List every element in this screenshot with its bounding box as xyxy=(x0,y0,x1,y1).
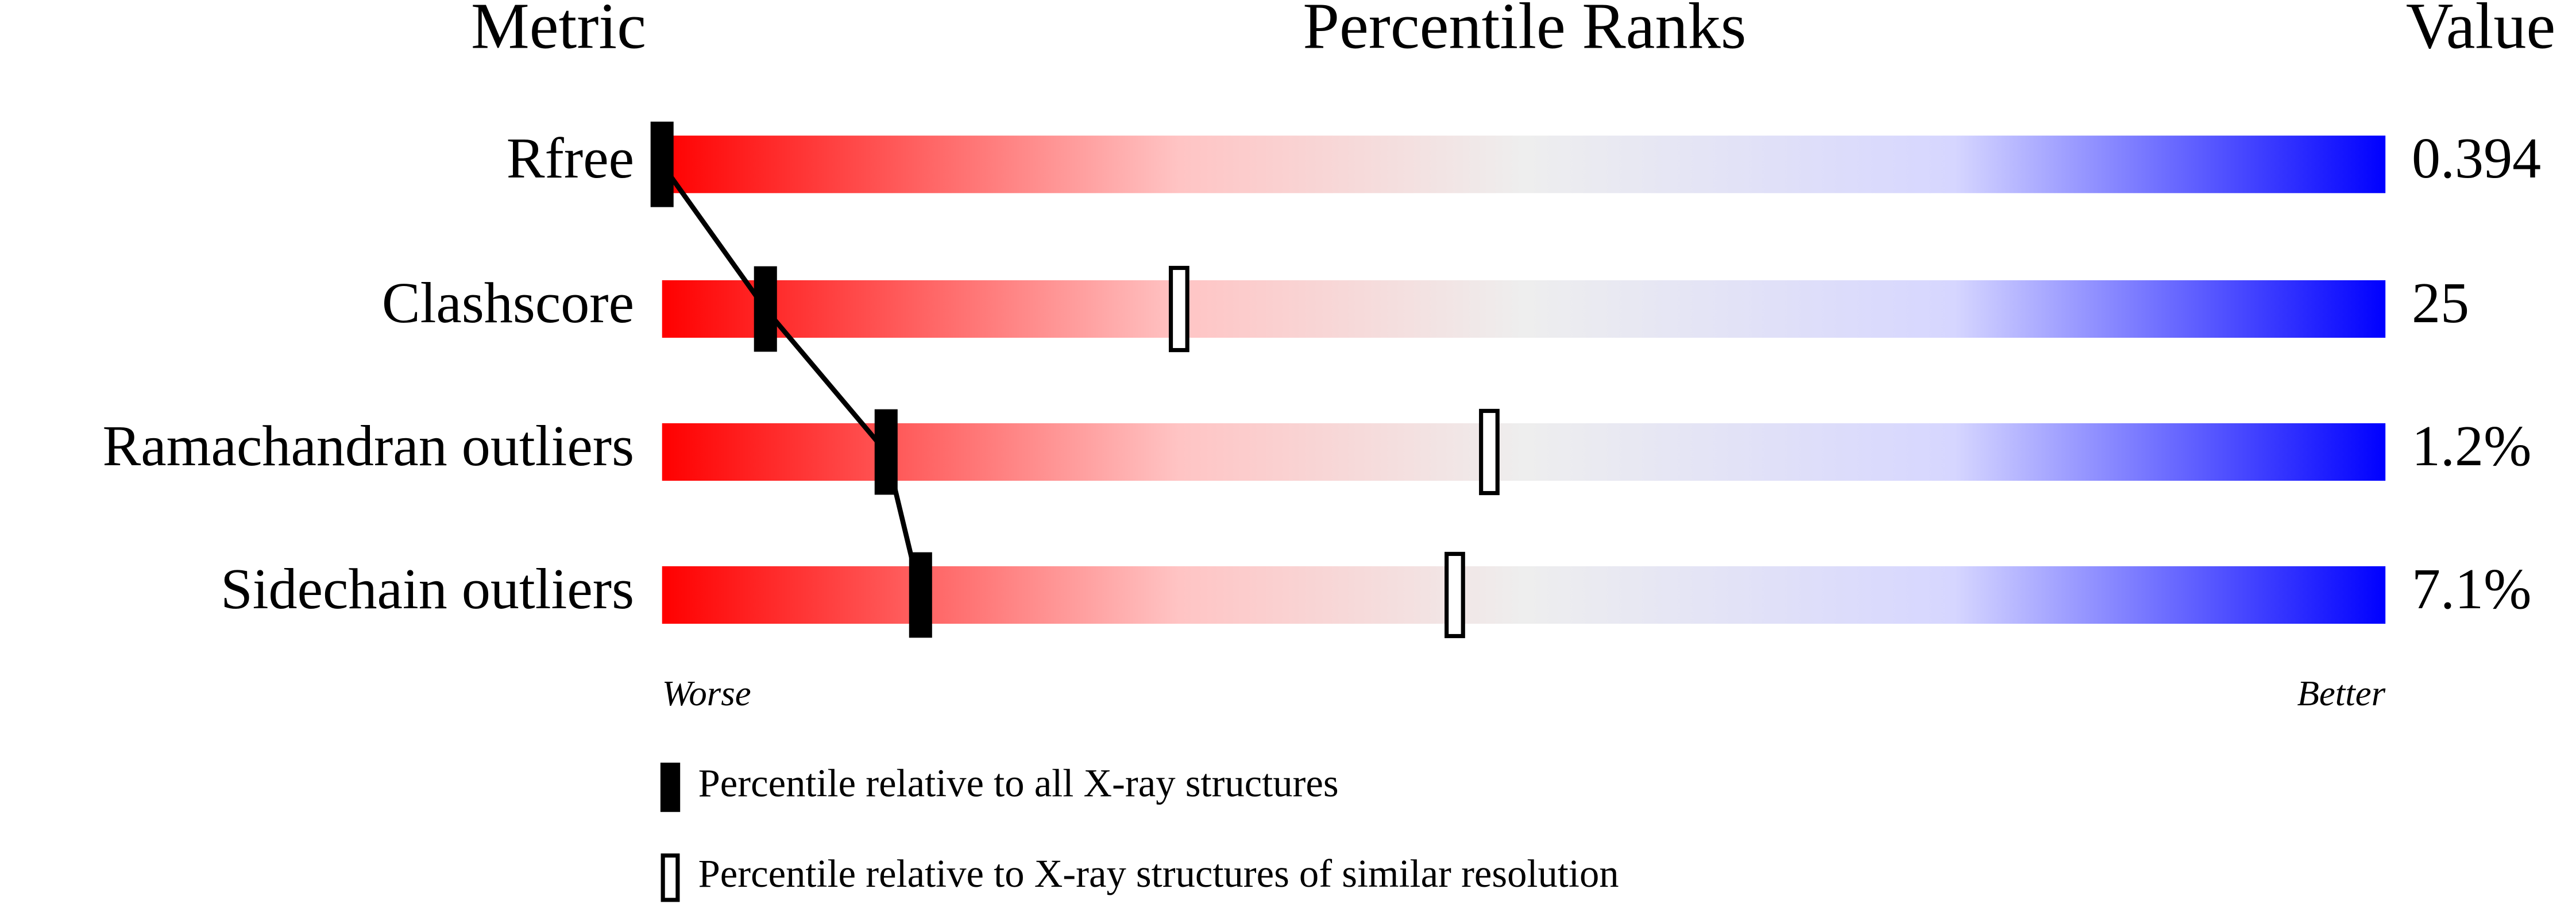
all-structures-marker xyxy=(909,552,932,638)
all-structures-marker xyxy=(650,121,674,207)
better-label: Better xyxy=(2297,673,2385,713)
percentile-bar xyxy=(662,280,2386,338)
similar-resolution-marker xyxy=(1168,265,1189,353)
metric-header: Metric xyxy=(471,0,646,63)
legend-swatch xyxy=(660,762,681,812)
percentile-header: Percentile Ranks xyxy=(1303,0,1746,63)
metric-label: Sidechain outliers xyxy=(221,557,634,621)
metric-value: 1.2% xyxy=(2412,414,2532,478)
worse-label: Worse xyxy=(662,673,751,713)
percentile-bar xyxy=(662,566,2386,624)
similar-resolution-marker xyxy=(1445,551,1465,639)
legend-label: Percentile relative to X-ray structures … xyxy=(698,852,1619,895)
all-structures-marker xyxy=(874,409,898,495)
legend-label: Percentile relative to all X-ray structu… xyxy=(698,762,1339,805)
metric-label: Clashscore xyxy=(382,271,634,335)
similar-resolution-marker xyxy=(1479,408,1500,496)
all-structures-marker xyxy=(754,266,777,352)
metric-label: Ramachandran outliers xyxy=(103,414,635,478)
percentile-bar xyxy=(662,136,2386,194)
metric-value: 7.1% xyxy=(2412,557,2532,621)
metric-value: 0.394 xyxy=(2412,126,2541,190)
legend-swatch xyxy=(661,853,680,902)
connector-line xyxy=(660,163,923,596)
value-header: Value xyxy=(2406,0,2555,63)
metric-label: Rfree xyxy=(507,126,634,190)
metric-value: 25 xyxy=(2412,271,2469,335)
percentile-bar xyxy=(662,423,2386,481)
